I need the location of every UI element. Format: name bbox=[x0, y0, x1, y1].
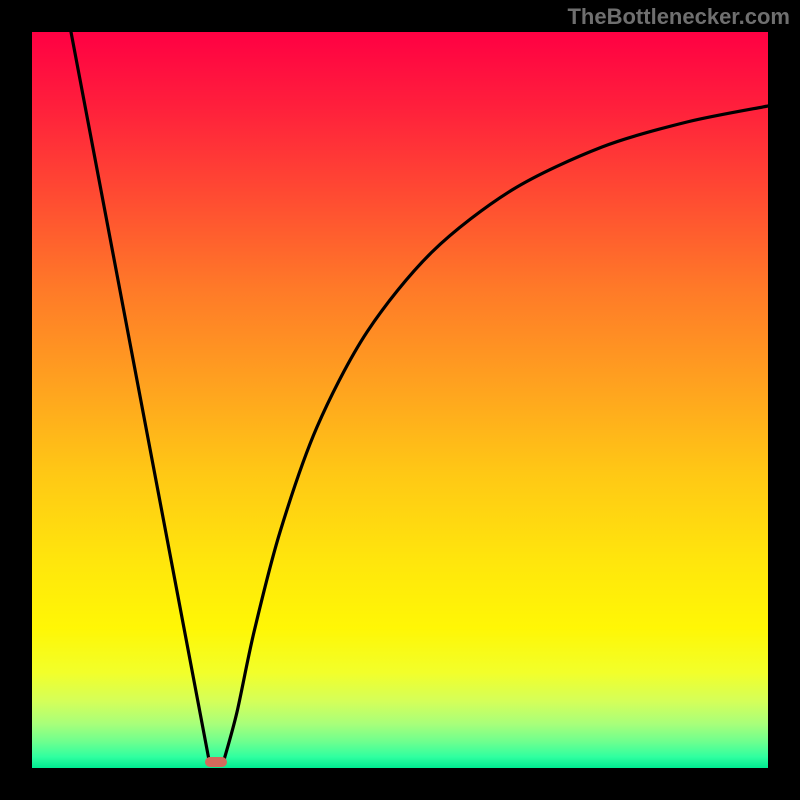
plot-area bbox=[32, 32, 768, 768]
minimum-marker bbox=[205, 757, 227, 767]
bottleneck-curve bbox=[32, 32, 768, 768]
watermark-text: TheBottlenecker.com bbox=[567, 4, 790, 30]
